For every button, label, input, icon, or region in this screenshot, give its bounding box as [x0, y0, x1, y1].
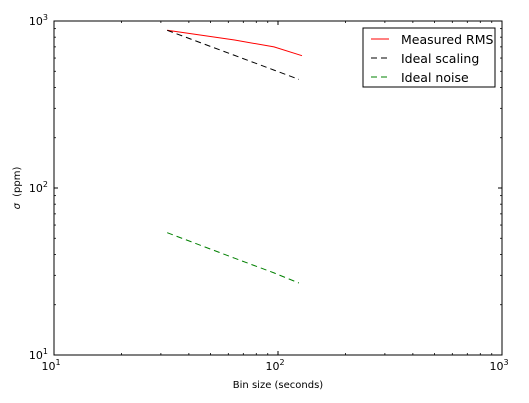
- x-tick-exponent: 2: [279, 358, 284, 367]
- y-tick-base: 10: [29, 349, 43, 362]
- x-tick-base: 10: [265, 360, 279, 373]
- y-tick-label: 103: [29, 13, 48, 28]
- legend-label: Measured RMS: [401, 32, 494, 47]
- x-tick-exponent: 3: [503, 358, 508, 367]
- minor-ticks: [54, 21, 502, 355]
- y-tick-exponent: 3: [43, 13, 48, 22]
- x-axis-label: Bin size (seconds): [233, 380, 323, 391]
- y-tick-exponent: 2: [43, 180, 48, 189]
- series-line-0: [167, 29, 303, 57]
- x-tick-label: 102: [265, 358, 284, 373]
- x-tick-base: 10: [489, 360, 503, 373]
- y-tick-base: 10: [29, 15, 43, 28]
- series-line-2: [167, 232, 300, 284]
- y-tick-label: 102: [29, 180, 48, 195]
- major-ticks: [53, 20, 503, 356]
- y-tick-exponent: 1: [43, 347, 48, 356]
- legend: Measured RMS Ideal scaling Ideal noise: [362, 27, 496, 88]
- y-axis-label-symbol: σ: [12, 202, 23, 209]
- y-tick-base: 10: [29, 182, 43, 195]
- series-lines: [167, 29, 303, 284]
- x-tick-base: 10: [41, 360, 55, 373]
- y-axis-label: σ (ppm): [12, 167, 23, 210]
- x-tick-label: 101: [41, 358, 60, 373]
- y-tick-label: 101: [29, 347, 48, 362]
- y-axis-label-unit: (ppm): [12, 167, 23, 197]
- series-line-1: [167, 29, 300, 80]
- x-tick-label: 103: [489, 358, 508, 373]
- legend-label: Ideal scaling: [401, 51, 479, 66]
- x-tick-exponent: 1: [55, 358, 60, 367]
- legend-label: Ideal noise: [401, 70, 469, 85]
